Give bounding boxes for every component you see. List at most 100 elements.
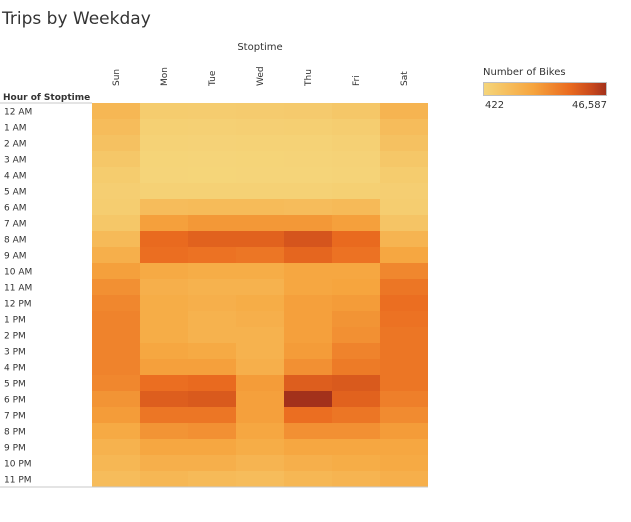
heatmap-cell[interactable] xyxy=(92,327,140,343)
heatmap-cell[interactable] xyxy=(140,151,188,167)
heatmap-cell[interactable] xyxy=(188,103,236,119)
heatmap-cell[interactable] xyxy=(332,103,380,119)
heatmap-cell[interactable] xyxy=(380,199,428,215)
heatmap-cell[interactable] xyxy=(332,471,380,487)
heatmap-cell[interactable] xyxy=(236,327,284,343)
heatmap-cell[interactable] xyxy=(188,455,236,471)
heatmap-cell[interactable] xyxy=(188,311,236,327)
heatmap-cell[interactable] xyxy=(140,471,188,487)
heatmap-cell[interactable] xyxy=(236,455,284,471)
heatmap-cell[interactable] xyxy=(284,375,332,391)
heatmap-cell[interactable] xyxy=(140,423,188,439)
heatmap-cell[interactable] xyxy=(92,391,140,407)
heatmap-cell[interactable] xyxy=(380,231,428,247)
heatmap-cell[interactable] xyxy=(332,183,380,199)
heatmap-cell[interactable] xyxy=(236,183,284,199)
heatmap-cell[interactable] xyxy=(380,103,428,119)
heatmap-cell[interactable] xyxy=(284,327,332,343)
heatmap-cell[interactable] xyxy=(92,311,140,327)
heatmap-cell[interactable] xyxy=(236,167,284,183)
heatmap-cell[interactable] xyxy=(380,343,428,359)
heatmap-cell[interactable] xyxy=(332,375,380,391)
heatmap-cell[interactable] xyxy=(188,167,236,183)
heatmap-cell[interactable] xyxy=(236,119,284,135)
heatmap-cell[interactable] xyxy=(332,343,380,359)
heatmap-cell[interactable] xyxy=(284,263,332,279)
heatmap-cell[interactable] xyxy=(284,135,332,151)
heatmap-cell[interactable] xyxy=(284,455,332,471)
heatmap-cell[interactable] xyxy=(236,135,284,151)
heatmap-cell[interactable] xyxy=(188,423,236,439)
heatmap-cell[interactable] xyxy=(140,119,188,135)
heatmap-cell[interactable] xyxy=(140,407,188,423)
heatmap-cell[interactable] xyxy=(236,279,284,295)
heatmap-cell[interactable] xyxy=(380,423,428,439)
heatmap-cell[interactable] xyxy=(380,119,428,135)
heatmap-cell[interactable] xyxy=(236,423,284,439)
heatmap-cell[interactable] xyxy=(332,327,380,343)
heatmap-cell[interactable] xyxy=(140,135,188,151)
heatmap-cell[interactable] xyxy=(332,359,380,375)
heatmap-cell[interactable] xyxy=(332,263,380,279)
heatmap-cell[interactable] xyxy=(92,167,140,183)
heatmap-cell[interactable] xyxy=(188,327,236,343)
heatmap-cell[interactable] xyxy=(380,375,428,391)
heatmap-cell[interactable] xyxy=(140,263,188,279)
heatmap-cell[interactable] xyxy=(140,343,188,359)
heatmap-cell[interactable] xyxy=(140,391,188,407)
heatmap-cell[interactable] xyxy=(236,103,284,119)
heatmap-cell[interactable] xyxy=(236,391,284,407)
heatmap-cell[interactable] xyxy=(188,295,236,311)
heatmap-cell[interactable] xyxy=(284,103,332,119)
heatmap-cell[interactable] xyxy=(188,151,236,167)
heatmap-cell[interactable] xyxy=(236,215,284,231)
heatmap-cell[interactable] xyxy=(236,359,284,375)
heatmap-cell[interactable] xyxy=(380,167,428,183)
heatmap-cell[interactable] xyxy=(92,423,140,439)
heatmap-cell[interactable] xyxy=(92,471,140,487)
heatmap-cell[interactable] xyxy=(92,407,140,423)
heatmap-cell[interactable] xyxy=(236,199,284,215)
heatmap-cell[interactable] xyxy=(92,199,140,215)
heatmap-cell[interactable] xyxy=(380,247,428,263)
heatmap-cell[interactable] xyxy=(284,359,332,375)
heatmap-cell[interactable] xyxy=(284,199,332,215)
heatmap-cell[interactable] xyxy=(380,327,428,343)
heatmap-cell[interactable] xyxy=(188,359,236,375)
heatmap-cell[interactable] xyxy=(284,391,332,407)
heatmap-cell[interactable] xyxy=(284,295,332,311)
heatmap-cell[interactable] xyxy=(284,231,332,247)
heatmap-cell[interactable] xyxy=(140,375,188,391)
heatmap-cell[interactable] xyxy=(380,407,428,423)
heatmap-cell[interactable] xyxy=(332,135,380,151)
heatmap-cell[interactable] xyxy=(188,231,236,247)
heatmap-cell[interactable] xyxy=(188,215,236,231)
heatmap-cell[interactable] xyxy=(236,471,284,487)
heatmap-cell[interactable] xyxy=(236,295,284,311)
heatmap-cell[interactable] xyxy=(380,439,428,455)
heatmap-cell[interactable] xyxy=(92,279,140,295)
heatmap-cell[interactable] xyxy=(284,423,332,439)
heatmap-cell[interactable] xyxy=(236,375,284,391)
heatmap-cell[interactable] xyxy=(380,215,428,231)
heatmap-cell[interactable] xyxy=(284,343,332,359)
heatmap-cell[interactable] xyxy=(188,263,236,279)
heatmap-cell[interactable] xyxy=(332,215,380,231)
heatmap-cell[interactable] xyxy=(332,311,380,327)
heatmap-cell[interactable] xyxy=(92,119,140,135)
heatmap-cell[interactable] xyxy=(284,439,332,455)
heatmap-cell[interactable] xyxy=(188,439,236,455)
heatmap-cell[interactable] xyxy=(188,183,236,199)
heatmap-cell[interactable] xyxy=(236,343,284,359)
heatmap-cell[interactable] xyxy=(284,471,332,487)
heatmap-cell[interactable] xyxy=(236,231,284,247)
heatmap-cell[interactable] xyxy=(140,167,188,183)
heatmap-cell[interactable] xyxy=(140,199,188,215)
heatmap-cell[interactable] xyxy=(92,359,140,375)
heatmap-cell[interactable] xyxy=(332,151,380,167)
heatmap-cell[interactable] xyxy=(380,295,428,311)
heatmap-cell[interactable] xyxy=(92,183,140,199)
heatmap-cell[interactable] xyxy=(188,391,236,407)
heatmap-cell[interactable] xyxy=(236,151,284,167)
heatmap-cell[interactable] xyxy=(92,439,140,455)
